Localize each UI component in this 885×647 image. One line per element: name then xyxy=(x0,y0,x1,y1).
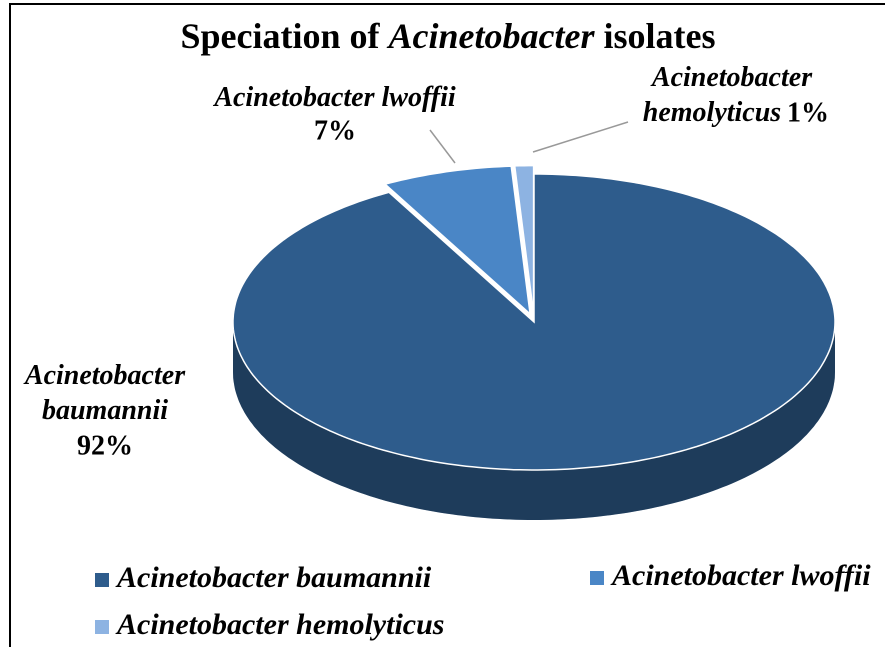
slice-side-shade xyxy=(233,322,835,520)
title-part: isolates xyxy=(603,16,715,56)
data-value-label: 1% xyxy=(787,97,829,128)
legend-label: Acinetobacter hemolyticus xyxy=(115,608,444,641)
data-label: Acinetobacter lwoffii xyxy=(212,82,456,113)
title-part: Acinetobacter xyxy=(387,16,596,56)
legend-swatch xyxy=(95,573,109,587)
legend-label: Acinetobacter baumannii xyxy=(115,561,432,594)
legend-label: Acinetobacter lwoffii xyxy=(610,559,871,592)
data-value-label: 7% xyxy=(314,115,356,146)
slice xyxy=(513,164,535,314)
title-part: Speciation of xyxy=(181,16,381,56)
leader-line xyxy=(429,129,456,164)
data-label: Acinetobacter baumannii xyxy=(23,360,186,426)
data-label: Acinetobacter hemolyticus xyxy=(643,62,813,128)
data-value-label: 92% xyxy=(77,430,133,461)
chart-title: Speciation of Acinetobacter isolates xyxy=(181,16,716,56)
legend-swatch xyxy=(95,620,109,634)
legend-swatch xyxy=(590,571,604,585)
slice-side xyxy=(233,322,835,520)
slice xyxy=(232,173,836,471)
leader-line xyxy=(532,121,629,153)
slice xyxy=(383,165,532,316)
